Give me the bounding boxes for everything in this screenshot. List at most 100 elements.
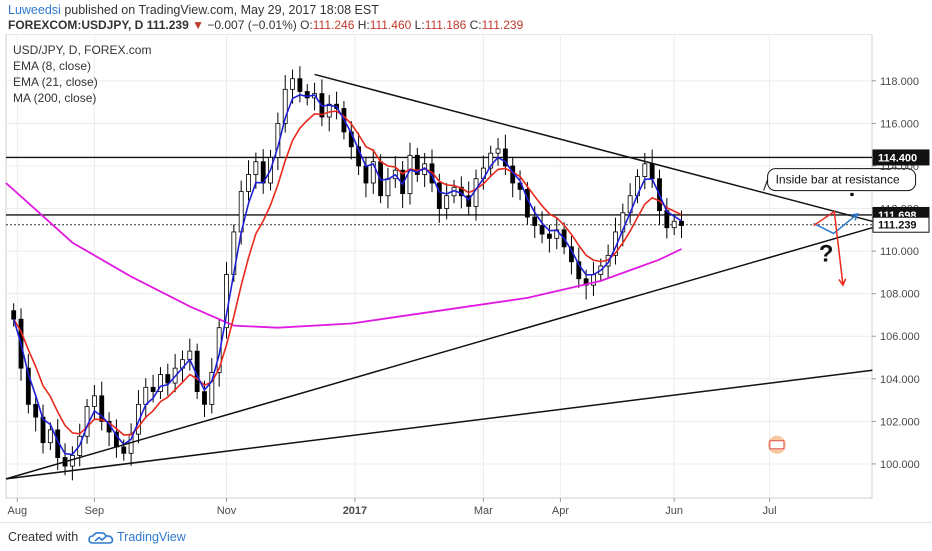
candlestick-series [11, 66, 684, 481]
candle-body [444, 195, 450, 209]
y-tick-label: 118.000 [880, 76, 919, 88]
published-text: published on TradingView.com, May 29, 20… [64, 3, 379, 17]
candle-body [642, 163, 648, 178]
y-tick-label: 116.000 [880, 118, 919, 130]
legend-entry: EMA (8, close) [13, 59, 91, 73]
chart-header: Luweedsi published on TradingView.com, M… [0, 0, 932, 34]
candle-body [187, 350, 193, 361]
price-label-text: 114.400 [878, 152, 917, 164]
created-with-text: Created with [8, 530, 79, 544]
tradingview-brand-link[interactable]: TradingView [117, 530, 186, 544]
last-price: 111.239 [146, 18, 189, 32]
candle-body [150, 386, 156, 392]
chart-legend: USD/JPY, D, FOREX.com EMA (8, close) EMA (… [13, 43, 151, 105]
candle-body [121, 446, 127, 454]
callout-text: Inside bar at resistance [776, 173, 900, 187]
down-arrow-icon: ▼ [192, 18, 204, 32]
trendline [5, 226, 873, 480]
candle-body [532, 216, 538, 226]
low-value: 111.186 [424, 18, 467, 32]
candle-body [216, 327, 222, 373]
x-tick-label: Nov [217, 505, 237, 517]
author-logo [767, 435, 786, 454]
question-mark: ? [819, 241, 834, 268]
x-tick-label: Jun [665, 505, 683, 517]
y-tick-label: 106.000 [880, 331, 920, 343]
candle-body [158, 374, 163, 392]
bearish-projection-arrow [813, 210, 844, 286]
y-tick-label: 104.000 [880, 374, 920, 386]
time-axis[interactable]: Aug Sep Nov 2017 Mar Apr Jun Jul [8, 498, 777, 517]
candle-body [458, 186, 464, 197]
candle-body [47, 429, 53, 444]
candle-body [495, 148, 501, 154]
y-tick-label: 100.000 [880, 459, 920, 471]
author-link[interactable]: Luweedsi [8, 3, 61, 17]
plot-frame [5, 34, 873, 499]
close-label: C: [469, 18, 482, 32]
high-value: 111.460 [369, 18, 412, 32]
candle-body [679, 220, 684, 226]
ema21-line [13, 110, 682, 436]
moving-averages [5, 94, 682, 456]
callout-box [767, 168, 917, 192]
candle-body [99, 395, 105, 422]
candle-body [202, 391, 207, 405]
candle-body [165, 374, 171, 384]
candle-body [209, 372, 215, 405]
candle-body [488, 152, 494, 169]
y-tick-label: 108.000 [880, 289, 920, 301]
open-value: 111.246 [312, 18, 355, 32]
low-label: L: [414, 18, 425, 32]
candle-body [290, 78, 295, 90]
candle-body [326, 103, 332, 118]
candle-body [282, 88, 288, 124]
legend-entry: USD/JPY, D, FOREX.com [13, 43, 151, 57]
arrowhead [850, 212, 859, 221]
chart-drawings: ??Inside bar at resistance [5, 73, 917, 480]
footer-bar: Created with TradingView [0, 522, 932, 551]
bullish-projection-arrow [813, 213, 859, 235]
y-tick-label: 102.000 [880, 416, 920, 428]
trendline [314, 73, 873, 223]
symbol-label: FOREXCOM:USDJPY, D [8, 18, 144, 32]
candle-body [546, 233, 552, 239]
candle-body [539, 225, 545, 235]
arrowhead [838, 278, 847, 287]
trendline [5, 369, 873, 480]
candle-body [143, 386, 149, 405]
candle-body [304, 91, 310, 99]
price-axis[interactable]: 100.000 102.000 104.000 106.000 108.000 110.0… [872, 76, 930, 471]
candle-body [370, 161, 376, 184]
change-value: −0.007 (−0.01%) [207, 18, 297, 32]
candle-body [407, 154, 413, 195]
candle-body [246, 174, 251, 192]
logo-flag-stripe [769, 440, 785, 450]
price-label-text: 111.239 [878, 220, 917, 232]
callout-pointer [763, 179, 769, 191]
candle-body [136, 403, 141, 435]
x-tick-label: Mar [474, 505, 493, 517]
y-tick-label: 110.000 [880, 246, 919, 258]
candle-body [576, 261, 582, 280]
candle-body [649, 163, 655, 180]
price-label-box [872, 216, 930, 233]
x-tick-label: Aug [8, 505, 28, 517]
candle-body [671, 220, 677, 229]
price-chart[interactable]: ??Inside bar at resistance USD/JPY, D, F… [0, 34, 932, 522]
candle-body [414, 154, 420, 175]
legend-entry: EMA (21, close) [13, 75, 98, 89]
candle-body [436, 182, 442, 209]
x-tick-label: Jul [763, 505, 777, 517]
candle-body [502, 148, 508, 167]
ma200-line [5, 182, 682, 329]
candle-body [253, 161, 259, 175]
candle-body [297, 78, 303, 92]
candle-body [11, 310, 17, 320]
candle-body [363, 165, 369, 184]
tradingview-cloud-icon [88, 532, 114, 544]
candle-body [356, 146, 362, 167]
close-value: 111.239 [481, 18, 524, 32]
candle-body [25, 367, 31, 405]
x-tick-label: Apr [552, 505, 569, 517]
